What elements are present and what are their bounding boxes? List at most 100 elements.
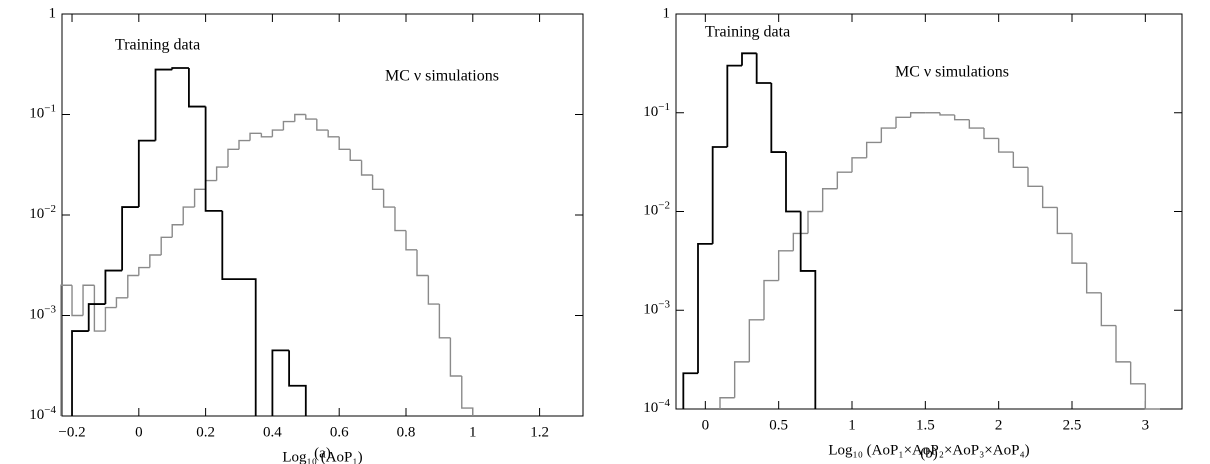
histogram-bin [149,254,162,268]
histogram-bin [1071,233,1087,264]
histogram-bin [338,136,351,151]
y-tick-label: 10−1 [643,100,670,120]
y-tick-label: 1 [663,5,671,21]
x-tick-label: 1.5 [916,417,935,433]
x-axis-label: Log₁₀ (AoP₁) [282,449,362,464]
histogram-bin [438,304,451,339]
x-tick-label: 0.6 [330,424,349,440]
histogram-bin [171,224,184,238]
plot-frame [61,13,584,417]
histogram-bin [260,133,273,138]
histogram-bin [288,350,307,416]
histogram-bin [405,230,418,251]
histogram-bin [741,52,757,66]
histogram-bin [215,166,228,181]
histogram-bin [792,232,808,251]
histogram-bin [238,139,251,150]
histogram-bin [82,284,95,316]
histogram-bin [71,330,89,416]
x-tick-label: 1 [848,417,856,433]
histogram-bin [1012,152,1028,169]
histogram-bin [748,319,764,362]
histogram-bin [204,179,217,190]
x-tick-label: 2.5 [1063,417,1082,433]
histogram-bin [305,114,317,120]
histogram-bin [239,278,257,416]
histogram-bin [137,139,156,208]
histogram-bin [968,119,984,129]
histogram-bin [60,284,73,416]
histogram-bin [394,207,406,232]
x-tick-label: 0.4 [263,424,282,440]
caption: (b) [920,445,938,461]
histogram-bin [188,68,206,108]
histogram-bin [807,210,823,234]
histogram-bin [282,120,295,131]
series-label: MC ν simulations [385,68,499,85]
x-tick-label: 0.8 [397,424,416,440]
series-label: MC ν simulations [895,64,1009,81]
histogram-bin [160,236,173,255]
histogram-bin [271,129,284,137]
histogram-bin [221,210,240,281]
histogram-bin [271,349,290,416]
y-tick-label: 1 [49,5,57,21]
histogram-bin [227,148,240,168]
histogram-bin [171,67,189,70]
series-label: Training data [115,37,200,54]
histogram-bin [799,211,817,409]
x-tick-label: 1.2 [530,424,549,440]
histogram-bin [682,372,698,409]
histogram-bin [983,128,999,140]
y-tick-label: 10−2 [29,203,56,223]
histogram-bin [104,306,117,332]
histogram-bin [316,119,329,131]
histogram-bin [697,242,713,374]
histogram-bin [939,112,955,116]
histogram-bin [93,285,106,332]
histogram-bin [851,157,867,173]
histogram-bin [327,130,340,138]
x-tick-label: 0.2 [196,424,215,440]
x-tick-label: 1 [469,424,477,440]
histogram-bin [249,132,262,141]
histogram-bin [349,149,362,162]
histogram-bin [1115,325,1131,363]
series-label: Training data [705,24,790,41]
histogram-bin [953,114,970,121]
histogram-bin [1041,186,1058,209]
histogram-bin [719,397,735,409]
histogram-bin [461,376,474,416]
y-tick-label: 10−2 [643,199,670,219]
histogram-bin [711,146,728,244]
histogram-bin [785,152,801,213]
histogram-bin [1100,292,1116,327]
histogram-bin [733,361,750,398]
histogram-bin [115,297,128,308]
histogram-bin [87,303,106,332]
histogram-bin [154,68,173,141]
histogram-bin [770,83,786,153]
caption: (a) [314,445,331,461]
x-tick-label: 0.5 [769,417,788,433]
histogram-bin [121,206,139,271]
y-tick-label: 10−4 [29,404,56,424]
y-tick-label: 10−3 [29,303,56,323]
histogram-bin [726,64,742,147]
histogram-bin [997,138,1014,153]
histogram-bin [449,337,462,377]
histogram-bin [371,175,384,191]
histogram-bin [127,274,139,298]
x-tick-label: 0 [135,424,143,440]
histogram-bin [294,113,306,122]
histogram-bin [836,171,852,189]
histogram-bin [1056,207,1072,235]
histogram-bin [71,285,84,317]
y-tick-label: 10−4 [643,397,670,417]
x-tick-label: −0.2 [58,424,85,440]
x-tick-label: 2 [995,417,1003,433]
histogram-bin [182,206,195,225]
histogram-bin [416,249,429,277]
x-tick-label: 3 [1142,417,1150,433]
